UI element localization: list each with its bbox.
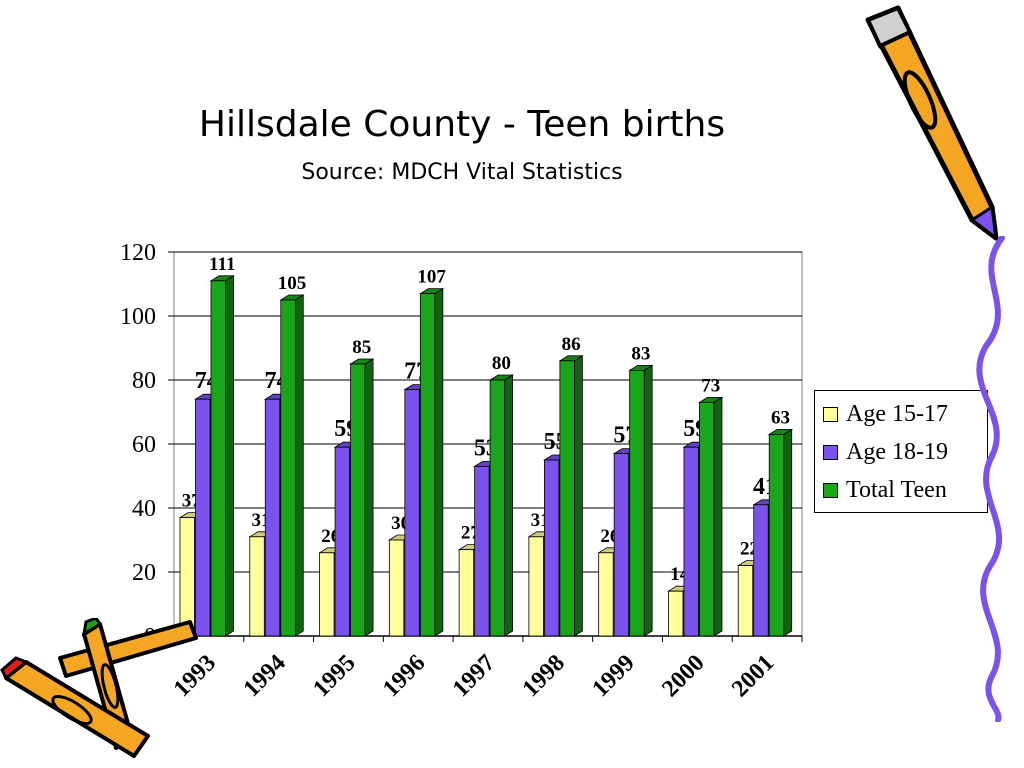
bar-side-total-teen: [225, 275, 234, 637]
data-label-total-teen: 107: [417, 267, 446, 288]
bar-age-15-17: [388, 539, 405, 637]
legend-label-age-15-17: Age 15-17: [846, 400, 948, 427]
bar-total-teen: [699, 401, 715, 637]
bar-total-teen: [419, 293, 436, 637]
data-label-total-teen: 105: [278, 273, 307, 294]
bar-total-teen: [489, 379, 506, 637]
bar-age-15-17: [668, 590, 684, 637]
bar-side-total-teen: [294, 294, 304, 637]
y-tick-label: 80: [132, 368, 156, 394]
y-tick-label: 100: [120, 304, 156, 330]
bar-age-18-19: [334, 446, 350, 637]
bar-side-total-teen: [713, 396, 723, 637]
data-label-total-teen: 73: [701, 375, 720, 396]
data-label-total-teen: 63: [771, 407, 790, 428]
legend-swatch-total-teen: [823, 482, 838, 498]
bar-age-18-19: [264, 398, 281, 637]
bar-age-18-19: [195, 398, 211, 637]
bar-side-total-teen: [783, 428, 793, 637]
legend-item-age-15-17: Age 15-17: [815, 395, 987, 433]
bar-age-18-19: [543, 459, 560, 637]
bar-age-15-17: [249, 536, 265, 637]
bar-age-18-19: [474, 465, 490, 637]
x-tick-label: 1998: [518, 650, 570, 702]
squiggle-border: [976, 236, 1005, 722]
x-tick-label: 1996: [378, 650, 430, 702]
y-tick-label: 40: [132, 496, 156, 522]
legend-label-age-18-19: Age 18-19: [846, 438, 948, 465]
bar-age-18-19: [613, 453, 630, 637]
bar-side-total-teen: [573, 355, 583, 637]
bar-total-teen: [210, 280, 226, 637]
bar-side-total-teen: [364, 358, 374, 637]
y-tick-label: 20: [132, 560, 156, 586]
bar-age-15-17: [598, 552, 614, 637]
bar-side-total-teen: [434, 287, 444, 637]
x-tick-label: 2000: [657, 650, 709, 702]
legend-swatch-age-15-17: [823, 406, 838, 422]
bar-total-teen: [768, 433, 785, 637]
bar-age-18-19: [683, 446, 699, 637]
bar-age-15-17: [528, 536, 544, 637]
bar-side-total-teen: [504, 374, 514, 637]
data-label-total-teen: 80: [492, 353, 511, 374]
x-tick-label: 1994: [239, 650, 291, 702]
x-tick-label: 1995: [308, 650, 360, 702]
bar-age-15-17: [458, 549, 475, 637]
legend-swatch-age-18-19: [823, 444, 838, 460]
bar-total-teen: [350, 363, 366, 637]
data-label-total-teen: 83: [631, 343, 650, 364]
x-tick-label: 1997: [448, 650, 500, 702]
bar-side-total-teen: [643, 364, 653, 637]
data-label-total-teen: 86: [562, 334, 581, 355]
x-tick-label: 1999: [587, 650, 639, 702]
data-label-total-teen: 85: [352, 337, 371, 358]
chart-legend: Age 15-17 Age 18-19 Total Teen: [814, 390, 988, 513]
bar-total-teen: [629, 369, 645, 637]
legend-label-total-teen: Total Teen: [846, 476, 947, 503]
y-tick-label: 60: [132, 432, 156, 458]
bar-total-teen: [280, 299, 296, 637]
bar-age-15-17: [319, 552, 335, 637]
legend-item-total-teen: Total Teen: [815, 471, 987, 509]
chart-title: Hillsdale County - Teen births: [198, 104, 726, 145]
bar-age-15-17: [737, 565, 754, 637]
bar-age-18-19: [753, 504, 769, 637]
chart-subtitle: Source: MDCH Vital Statistics: [301, 160, 623, 185]
crayon-icon: [0, 618, 198, 758]
bar-age-18-19: [404, 389, 420, 637]
legend-item-age-18-19: Age 18-19: [815, 433, 987, 471]
pencil-icon: [865, 5, 999, 242]
x-tick-label: 2001: [727, 650, 779, 702]
bar-total-teen: [559, 360, 575, 637]
data-label-total-teen: 111: [209, 254, 235, 275]
y-tick-label: 120: [120, 240, 156, 266]
